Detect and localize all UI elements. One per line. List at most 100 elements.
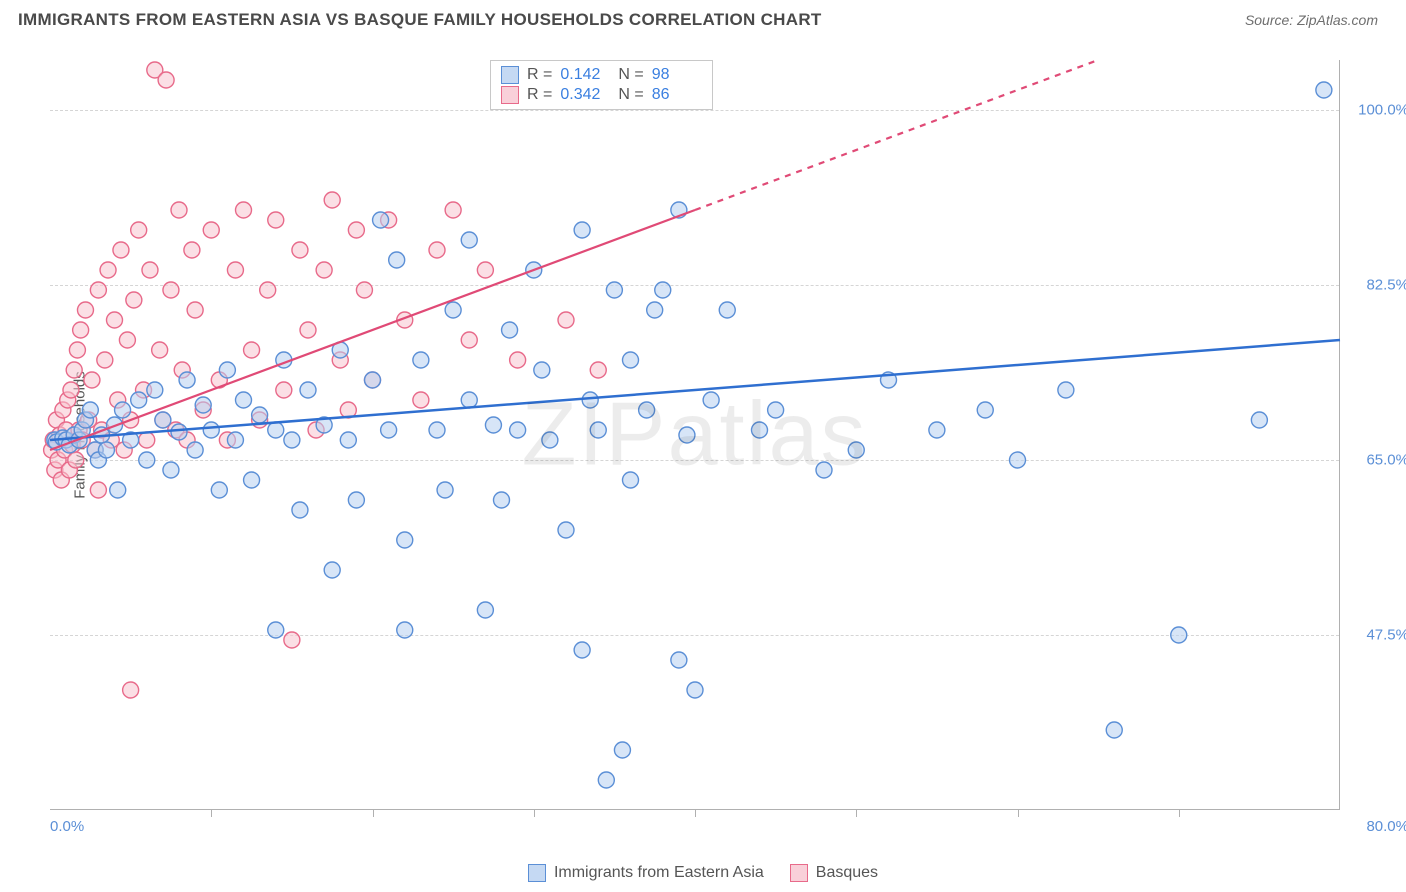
scatter-point bbox=[429, 422, 445, 438]
scatter-point bbox=[977, 402, 993, 418]
swatch-blue-icon bbox=[501, 66, 519, 84]
n-value-pink: 86 bbox=[652, 86, 702, 104]
scatter-point bbox=[171, 202, 187, 218]
scatter-point bbox=[107, 312, 123, 328]
scatter-point bbox=[1058, 382, 1074, 398]
scatter-point bbox=[84, 372, 100, 388]
scatter-point bbox=[219, 362, 235, 378]
x-tick bbox=[1018, 809, 1019, 817]
scatter-point bbox=[558, 522, 574, 538]
scatter-point bbox=[510, 352, 526, 368]
scatter-point bbox=[768, 402, 784, 418]
scatter-point bbox=[155, 412, 171, 428]
scatter-point bbox=[163, 282, 179, 298]
x-tick bbox=[856, 809, 857, 817]
y-tick-label: 100.0% bbox=[1349, 102, 1406, 119]
scatter-point bbox=[113, 242, 129, 258]
n-label: N = bbox=[618, 66, 643, 84]
scatter-point bbox=[90, 282, 106, 298]
scatter-point bbox=[510, 422, 526, 438]
scatter-point bbox=[1316, 82, 1332, 98]
scatter-point bbox=[227, 262, 243, 278]
scatter-point bbox=[542, 432, 558, 448]
scatter-point bbox=[703, 392, 719, 408]
scatter-point bbox=[139, 432, 155, 448]
scatter-point bbox=[236, 202, 252, 218]
bottom-legend: Immigrants from Eastern Asia Basques bbox=[0, 864, 1406, 882]
scatter-point bbox=[284, 632, 300, 648]
scatter-point bbox=[623, 352, 639, 368]
scatter-point bbox=[171, 424, 187, 440]
scatter-point bbox=[97, 352, 113, 368]
scatter-point bbox=[142, 262, 158, 278]
scatter-point bbox=[300, 382, 316, 398]
chart-source: Source: ZipAtlas.com bbox=[1245, 12, 1378, 28]
scatter-point bbox=[477, 602, 493, 618]
scatter-point bbox=[598, 772, 614, 788]
scatter-point bbox=[82, 402, 98, 418]
scatter-point bbox=[582, 392, 598, 408]
scatter-point bbox=[606, 282, 622, 298]
scatter-point bbox=[614, 742, 630, 758]
scatter-point bbox=[100, 262, 116, 278]
scatter-point bbox=[300, 322, 316, 338]
scatter-point bbox=[687, 682, 703, 698]
r-label: R = bbox=[527, 66, 552, 84]
scatter-point bbox=[316, 262, 332, 278]
scatter-point bbox=[163, 462, 179, 478]
scatter-point bbox=[671, 652, 687, 668]
scatter-point bbox=[63, 382, 79, 398]
scatter-point bbox=[445, 302, 461, 318]
stat-row-pink: R = 0.342 N = 86 bbox=[501, 85, 702, 105]
scatter-point bbox=[655, 282, 671, 298]
scatter-point bbox=[179, 372, 195, 388]
scatter-point bbox=[69, 342, 85, 358]
scatter-point bbox=[244, 472, 260, 488]
r-value-blue: 0.142 bbox=[560, 66, 610, 84]
scatter-point bbox=[187, 442, 203, 458]
scatter-point bbox=[203, 222, 219, 238]
scatter-point bbox=[115, 402, 131, 418]
scatter-point bbox=[445, 202, 461, 218]
scatter-point bbox=[1010, 452, 1026, 468]
scatter-point bbox=[77, 302, 93, 318]
scatter-point bbox=[119, 332, 135, 348]
scatter-point bbox=[461, 332, 477, 348]
scatter-point bbox=[590, 422, 606, 438]
scatter-point bbox=[348, 222, 364, 238]
scatter-point bbox=[437, 482, 453, 498]
scatter-point bbox=[494, 492, 510, 508]
scatter-point bbox=[485, 417, 501, 433]
scatter-point bbox=[574, 222, 590, 238]
scatter-point bbox=[413, 352, 429, 368]
swatch-pink-icon bbox=[790, 864, 808, 882]
x-tick bbox=[1179, 809, 1180, 817]
scatter-point bbox=[236, 392, 252, 408]
scatter-point bbox=[98, 442, 114, 458]
scatter-point bbox=[324, 562, 340, 578]
scatter-point bbox=[429, 242, 445, 258]
scatter-point bbox=[929, 422, 945, 438]
scatter-point bbox=[373, 212, 389, 228]
scatter-point bbox=[73, 322, 89, 338]
x-tick bbox=[695, 809, 696, 817]
scatter-point bbox=[590, 362, 606, 378]
scatter-point bbox=[131, 222, 147, 238]
scatter-point bbox=[90, 482, 106, 498]
scatter-point bbox=[348, 492, 364, 508]
scatter-point bbox=[752, 422, 768, 438]
trend-line bbox=[50, 340, 1340, 440]
legend-label-blue: Immigrants from Eastern Asia bbox=[554, 864, 764, 882]
n-value-blue: 98 bbox=[652, 66, 702, 84]
scatter-point bbox=[211, 482, 227, 498]
scatter-point bbox=[292, 502, 308, 518]
scatter-point bbox=[184, 242, 200, 258]
x-tick bbox=[373, 809, 374, 817]
swatch-pink-icon bbox=[501, 86, 519, 104]
chart-title: IMMIGRANTS FROM EASTERN ASIA VS BASQUE F… bbox=[18, 10, 822, 30]
x-axis-max-label: 80.0% bbox=[1349, 818, 1406, 835]
scatter-point bbox=[365, 372, 381, 388]
r-value-pink: 0.342 bbox=[560, 86, 610, 104]
scatter-point bbox=[203, 422, 219, 438]
scatter-point bbox=[66, 362, 82, 378]
